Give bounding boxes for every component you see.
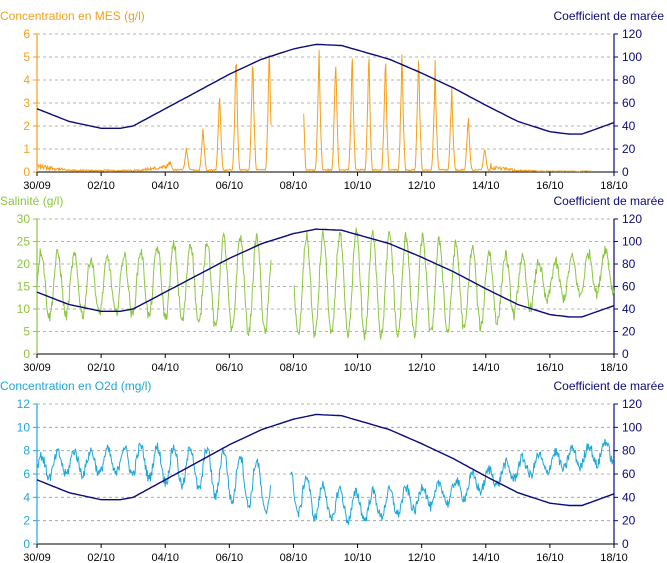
series-measured-line (36, 231, 272, 336)
x-tick-label: 18/10 (600, 180, 628, 192)
left-y-tick-label: 4 (23, 490, 30, 504)
x-tick-label: 30/09 (23, 362, 51, 374)
x-tick-label: 18/10 (600, 362, 628, 374)
right-y-tick-label: 20 (622, 514, 636, 528)
chart-panel-2: 0 5 10 15 20 25 30 0 20 40 60 80 100 120 30/09 02/10 04/… (0, 194, 664, 374)
right-y-tick-label: 40 (622, 490, 636, 504)
right-y-tick-label: 80 (622, 257, 636, 271)
x-tick-label: 06/10 (216, 362, 244, 374)
x-tick-label: 12/10 (408, 552, 436, 563)
x-tick-label: 08/10 (280, 552, 308, 563)
x-tick-label: 04/10 (151, 362, 179, 374)
right-y-tick-label: 40 (622, 119, 636, 133)
x-tick-label: 04/10 (151, 180, 179, 192)
left-y-tick-label: 25 (17, 235, 31, 249)
x-tick-label: 02/10 (87, 362, 115, 374)
x-tick-label: 18/10 (600, 552, 628, 563)
series-measured-line (36, 442, 272, 515)
x-tick-label: 12/10 (408, 180, 436, 192)
left-y-tick-label: 6 (23, 467, 30, 481)
x-tick-label: 16/10 (536, 362, 564, 374)
x-tick-label: 30/09 (23, 180, 51, 192)
x-tick-label: 14/10 (472, 552, 500, 563)
right-y-tick-label: 100 (622, 235, 642, 249)
x-tick-label: 14/10 (472, 362, 500, 374)
left-y-tick-label: 6 (23, 27, 30, 41)
x-tick-label: 02/10 (87, 552, 115, 563)
right-y-tick-label: 20 (622, 325, 636, 339)
right-y-tick-label: 20 (622, 142, 636, 156)
left-y-tick-label: 2 (23, 514, 30, 528)
x-tick-label: 10/10 (344, 180, 372, 192)
left-y-axis-title: Concentration en O2d (mg/l) (0, 379, 151, 393)
right-y-tick-label: 100 (622, 50, 642, 64)
right-y-tick-label: 120 (622, 212, 642, 226)
x-tick-label: 16/10 (536, 180, 564, 192)
left-y-tick-label: 0 (23, 347, 30, 361)
left-y-axis-title: Concentration en MES (g/l) (0, 9, 145, 23)
left-y-tick-label: 2 (23, 119, 30, 133)
right-y-tick-label: 80 (622, 444, 636, 458)
series-tidal-coefficient-line (36, 413, 615, 507)
x-tick-label: 04/10 (151, 552, 179, 563)
right-y-tick-label: 60 (622, 280, 636, 294)
x-tick-label: 02/10 (87, 180, 115, 192)
left-y-tick-label: 1 (23, 142, 30, 156)
left-y-tick-label: 3 (23, 96, 30, 110)
right-y-tick-label: 60 (622, 96, 636, 110)
series-measured-line (303, 49, 592, 173)
x-tick-label: 08/10 (280, 362, 308, 374)
x-tick-label: 14/10 (472, 180, 500, 192)
right-y-tick-label: 0 (622, 347, 629, 361)
right-y-tick-label: 40 (622, 302, 636, 316)
left-y-tick-label: 0 (23, 537, 30, 551)
right-y-tick-label: 0 (622, 165, 629, 179)
x-tick-label: 08/10 (280, 180, 308, 192)
left-y-axis-title: Salinité (g/l) (0, 194, 63, 208)
right-y-tick-label: 0 (622, 537, 629, 551)
series-tidal-coefficient-line (36, 43, 615, 135)
x-tick-label: 06/10 (216, 552, 244, 563)
left-y-tick-label: 15 (17, 280, 31, 294)
x-tick-label: 10/10 (344, 362, 372, 374)
x-tick-label: 06/10 (216, 180, 244, 192)
right-y-axis-title: Coefficient de marée (553, 379, 664, 393)
left-y-tick-label: 10 (17, 420, 31, 434)
left-y-tick-label: 10 (17, 302, 31, 316)
right-y-axis-title: Coefficient de marée (553, 194, 664, 208)
series-measured-line (36, 54, 272, 173)
left-y-tick-label: 5 (23, 325, 30, 339)
left-y-tick-label: 20 (17, 257, 31, 271)
x-tick-label: 16/10 (536, 552, 564, 563)
left-y-tick-label: 0 (23, 165, 30, 179)
right-y-tick-label: 60 (622, 467, 636, 481)
right-y-tick-label: 80 (622, 73, 636, 87)
right-y-tick-label: 120 (622, 397, 642, 411)
series-measured-line (290, 438, 615, 525)
series-measured-line (293, 227, 615, 341)
left-y-tick-label: 12 (17, 397, 31, 411)
x-tick-label: 10/10 (344, 552, 372, 563)
x-tick-label: 12/10 (408, 362, 436, 374)
x-tick-label: 30/09 (23, 552, 51, 563)
right-y-axis-title: Coefficient de marée (553, 9, 664, 23)
left-y-tick-label: 30 (17, 212, 31, 226)
series-tidal-coefficient-line (36, 228, 615, 318)
right-y-tick-label: 120 (622, 27, 642, 41)
left-y-tick-label: 8 (23, 444, 30, 458)
left-y-tick-label: 5 (23, 50, 30, 64)
right-y-tick-label: 100 (622, 420, 642, 434)
left-y-tick-label: 4 (23, 73, 30, 87)
